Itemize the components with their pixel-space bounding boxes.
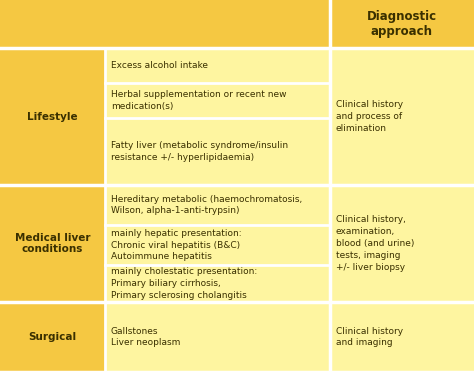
Text: Clinical history
and process of
elimination: Clinical history and process of eliminat…: [336, 100, 403, 133]
Text: Hereditary metabolic (haemochromatosis,
Wilson, alpha-1-anti-trypsin): Hereditary metabolic (haemochromatosis, …: [111, 195, 302, 215]
Bar: [0, 302, 105, 372]
Text: mainly cholestatic presentation:
Primary biliary cirrhosis,
Primary sclerosing c: mainly cholestatic presentation: Primary…: [111, 267, 257, 300]
Text: Clinical history
and imaging: Clinical history and imaging: [336, 327, 403, 347]
Text: Surgical: Surgical: [28, 332, 77, 342]
Text: Fatty liver (metabolic syndrome/insulin
resistance +/- hyperlipidaemia): Fatty liver (metabolic syndrome/insulin …: [111, 141, 288, 162]
Bar: [330, 185, 474, 302]
Bar: [330, 302, 474, 372]
Bar: [330, 0, 474, 48]
Text: Excess alcohol intake: Excess alcohol intake: [111, 61, 208, 70]
Bar: [0, 48, 105, 185]
Bar: [105, 48, 330, 83]
Bar: [105, 302, 330, 372]
Text: Lifestyle: Lifestyle: [27, 112, 78, 122]
Bar: [105, 185, 330, 225]
Bar: [105, 83, 330, 118]
Bar: [330, 48, 474, 185]
Text: Gallstones
Liver neoplasm: Gallstones Liver neoplasm: [111, 327, 181, 347]
Bar: [105, 225, 330, 265]
Text: Clinical history,
examination,
blood (and urine)
tests, imaging
+/- liver biopsy: Clinical history, examination, blood (an…: [336, 215, 414, 272]
Bar: [105, 118, 330, 185]
Text: mainly hepatic presentation:
Chronic viral hepatitis (B&C)
Autoimmune hepatitis: mainly hepatic presentation: Chronic vir…: [111, 229, 242, 261]
Text: Medical liver
conditions: Medical liver conditions: [15, 233, 90, 254]
Bar: [0, 0, 330, 48]
Text: Diagnostic
approach: Diagnostic approach: [367, 10, 437, 38]
Text: Herbal supplementation or recent new
medication(s): Herbal supplementation or recent new med…: [111, 90, 286, 111]
Bar: [0, 185, 105, 302]
Bar: [105, 265, 330, 302]
